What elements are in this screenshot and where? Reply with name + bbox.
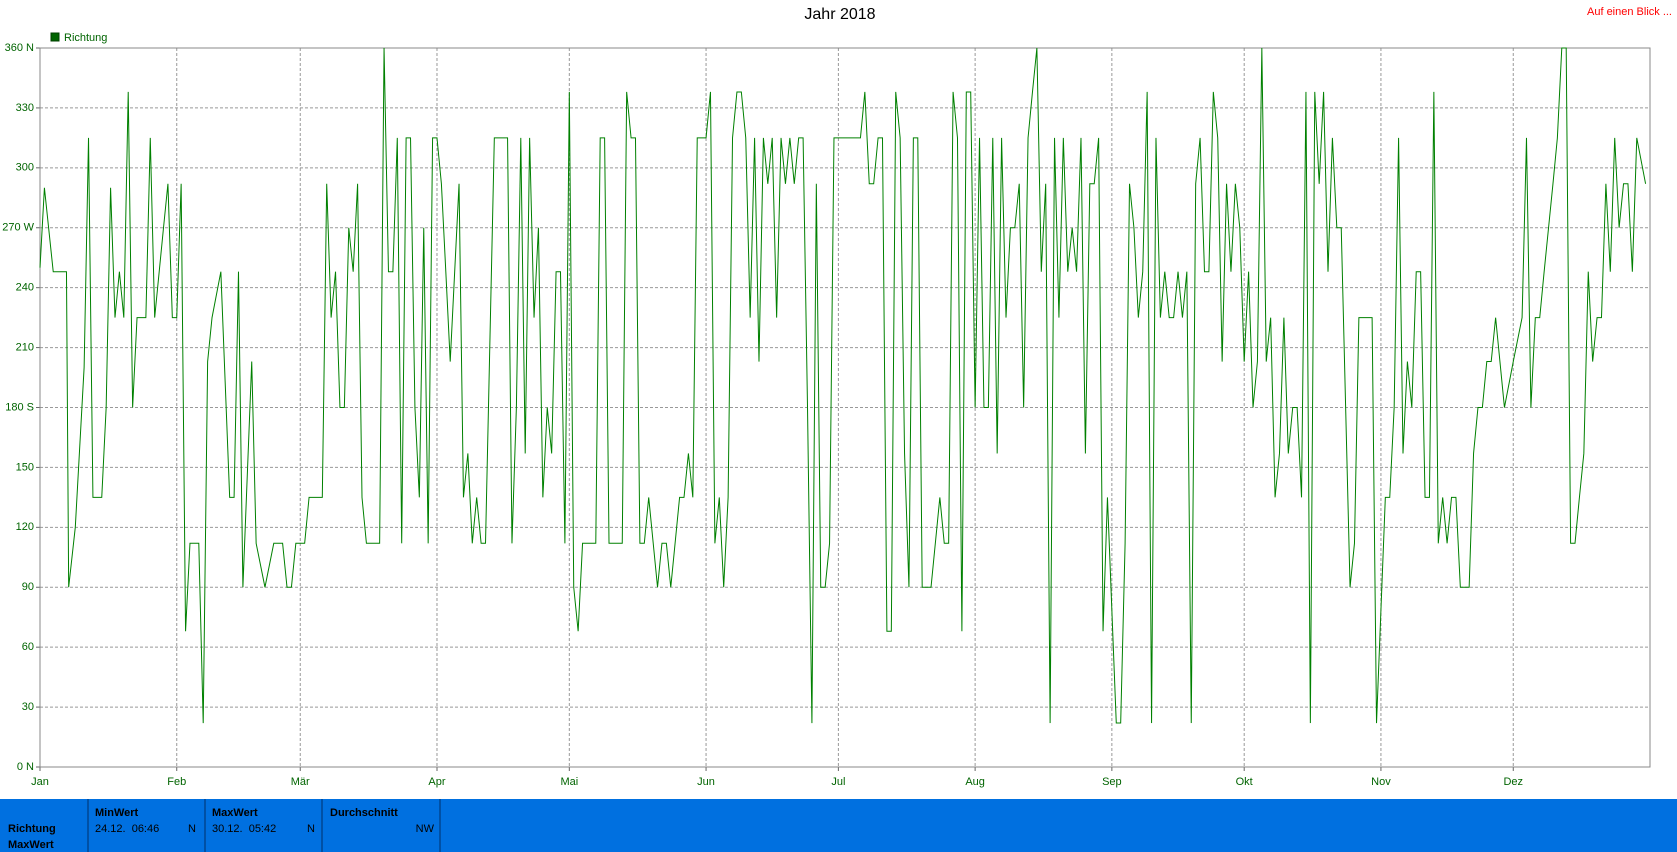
- x-tick-label: Dez: [1503, 776, 1523, 788]
- y-tick-label: 180 S: [5, 401, 34, 413]
- chart-title: Jahr 2018: [804, 6, 875, 23]
- x-tick-label: Jul: [831, 776, 845, 788]
- x-tick-label: Aug: [965, 776, 985, 788]
- y-tick-label: 330: [16, 102, 34, 114]
- x-tick-label: Mär: [291, 776, 310, 788]
- x-tick-label: Jun: [697, 776, 715, 788]
- x-tick-label: Okt: [1236, 776, 1253, 788]
- cell-value: N: [307, 823, 315, 835]
- y-tick-label: 0 N: [17, 761, 34, 773]
- y-tick-label: 240: [16, 282, 34, 294]
- x-tick-label: Nov: [1371, 776, 1391, 788]
- y-tick-label: 210: [16, 341, 34, 353]
- x-tick-label: Feb: [167, 776, 186, 788]
- column-header: MinWert: [95, 807, 139, 819]
- x-tick-label: Jan: [31, 776, 49, 788]
- y-tick-label: 120: [16, 521, 34, 533]
- legend-label: Richtung: [64, 32, 107, 44]
- cell-time: 24.12. 06:46: [95, 823, 159, 835]
- y-tick-label: 90: [22, 581, 34, 593]
- summary-panel: [0, 799, 1677, 852]
- link[interactable]: Auf einen Blick ...: [1587, 6, 1672, 18]
- column-header: Durchschnitt: [330, 807, 398, 819]
- x-tick-label: Mai: [560, 776, 578, 788]
- plot-frame: [39, 47, 1651, 768]
- row-label: Richtung: [8, 823, 56, 835]
- cell-time: 30.12. 05:42: [212, 823, 276, 835]
- y-tick-label: 150: [16, 461, 34, 473]
- y-tick-label: 270 W: [2, 222, 34, 234]
- cell-value: N: [188, 823, 196, 835]
- legend-swatch: [50, 32, 60, 42]
- x-tick-label: Apr: [428, 776, 445, 788]
- y-tick-label: 300: [16, 162, 34, 174]
- data-line: [39, 47, 1647, 724]
- column-header: MaxWert: [212, 807, 258, 819]
- y-tick-label: 360 N: [5, 42, 34, 54]
- y-tick-label: 60: [22, 641, 34, 653]
- x-tick-label: Sep: [1102, 776, 1122, 788]
- cell-value: NW: [416, 823, 435, 835]
- row-label: MaxWert: [8, 839, 54, 851]
- y-tick-label: 30: [22, 701, 34, 713]
